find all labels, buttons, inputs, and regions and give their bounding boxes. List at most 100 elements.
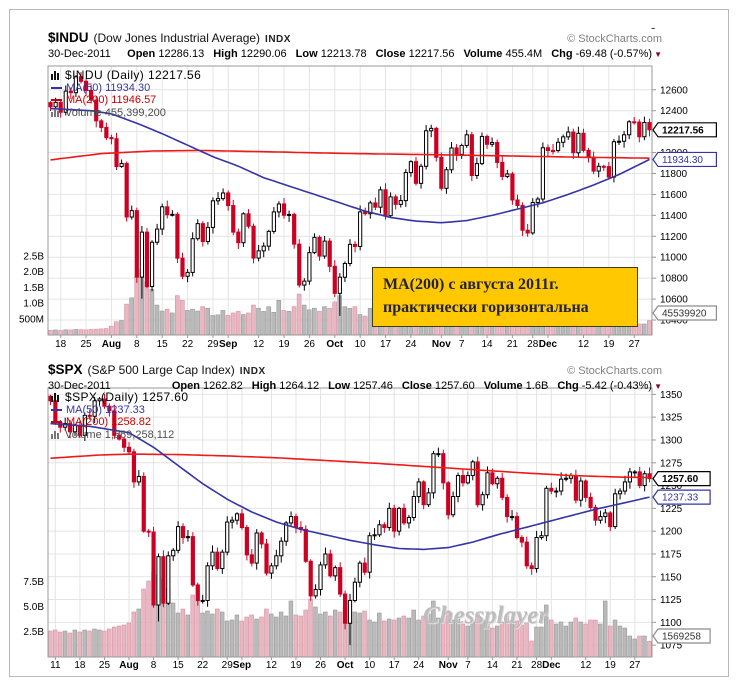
legend-ma200: MA(200) 1258.82 (66, 416, 151, 428)
legend-ma200: MA(200) 11946.57 (66, 94, 157, 106)
svg-text:Aug: Aug (102, 339, 121, 350)
chart-1[interactable]: 1075110011251150117512001225125012751300… (23, 387, 711, 671)
chg-label: Chg (551, 48, 573, 60)
svg-text:Sep: Sep (233, 660, 251, 671)
annotation-line1: МА(200) с августа 2011г. (383, 276, 559, 293)
high-value: 12290.06 (240, 48, 287, 60)
x-axis-labels: 11 18 25 Aug 8 15 22 29 Sep 12 19 26 Oct 10 17 24 Nov 7 14… (50, 657, 641, 671)
quote-date: 30-Dec-2011 (48, 380, 111, 392)
symbol-name: (Dow Jones Industrial Average) (93, 31, 261, 45)
svg-text:11: 11 (50, 660, 61, 671)
svg-text:2.5B: 2.5B (23, 251, 44, 262)
svg-text:19: 19 (605, 660, 617, 671)
svg-text:8: 8 (134, 339, 140, 350)
chart1-legend: $INDU (Daily) 12217.56 MA(50) 11934.30 M… (51, 69, 201, 119)
svg-text:Nov: Nov (439, 660, 458, 671)
svg-text:1150: 1150 (660, 572, 682, 583)
svg-text:2.5B: 2.5B (23, 627, 44, 638)
open-value: 12286.13 (158, 48, 205, 60)
svg-text:1100: 1100 (660, 618, 682, 629)
open-label: Open (127, 48, 156, 60)
svg-text:28: 28 (531, 660, 543, 671)
svg-text:17: 17 (380, 339, 392, 350)
svg-text:7: 7 (459, 339, 465, 350)
stockcharts-credit[interactable]: © StockCharts.com (567, 365, 662, 377)
svg-text:21: 21 (507, 339, 519, 350)
volume-label: Volume (483, 380, 523, 392)
svg-text:45539920: 45539920 (662, 309, 707, 320)
high-value: 1264.12 (279, 380, 320, 392)
low-label: Low (295, 48, 318, 60)
svg-text:7.5B: 7.5B (23, 577, 44, 588)
svg-text:14: 14 (481, 339, 493, 350)
ma200-swatch-icon (51, 421, 62, 424)
svg-text:17: 17 (389, 660, 401, 671)
price-callouts: 11934.30 45539920 12217.56 (652, 122, 717, 321)
svg-text:1569258: 1569258 (662, 632, 701, 643)
plot-frame (47, 65, 653, 336)
close-value: 12217.56 (408, 48, 455, 60)
svg-text:11934.30: 11934.30 (662, 155, 703, 166)
close-label: Close (375, 48, 406, 60)
change-down-icon[interactable]: ▼ (654, 50, 662, 59)
svg-text:1125: 1125 (660, 595, 682, 606)
svg-text:29: 29 (222, 660, 234, 671)
svg-text:21: 21 (511, 660, 523, 671)
svg-text:10800: 10800 (660, 274, 688, 285)
svg-text:10400: 10400 (660, 316, 688, 327)
legend-title: $INDU (Daily) 12217.56 (65, 68, 202, 82)
ma200-line (50, 149, 650, 161)
page-border (9, 9, 729, 677)
svg-text:1237.33: 1237.33 (662, 493, 699, 504)
stockcharts-credit[interactable]: © StockCharts.com (567, 33, 662, 45)
svg-text:27: 27 (629, 339, 641, 350)
svg-text:8: 8 (151, 660, 157, 671)
svg-text:18: 18 (74, 660, 86, 671)
quote-date: 30-Dec-2011 (48, 48, 111, 60)
change-down-icon[interactable]: ▼ (654, 382, 662, 391)
svg-text:1325: 1325 (660, 413, 683, 424)
chart1-quote-row: 30-Dec-2011 Open 12286.13 High 12290.06 … (48, 48, 662, 60)
low-value: 12213.78 (320, 48, 367, 60)
open-label: Open (171, 380, 200, 392)
svg-text:19: 19 (290, 660, 302, 671)
svg-text:Oct: Oct (337, 660, 354, 671)
volume-bars-icon (51, 108, 59, 117)
svg-text:10: 10 (364, 660, 376, 671)
svg-text:26: 26 (315, 660, 327, 671)
svg-text:11200: 11200 (660, 232, 688, 243)
svg-text:12217.56: 12217.56 (662, 125, 704, 136)
symbol-name: (S&P 500 Large Cap Index) (87, 363, 235, 377)
svg-text:29: 29 (207, 339, 219, 350)
svg-text:26: 26 (304, 339, 316, 350)
svg-text:1275: 1275 (660, 458, 683, 469)
svg-text:1225: 1225 (660, 504, 683, 515)
exchange-label: INDX (265, 34, 291, 45)
ma50-swatch-icon (51, 408, 62, 411)
chart2-legend: $SPX (Daily) 1257.60 MA(50) 1237.33 MA(2… (51, 391, 188, 441)
svg-text:12400: 12400 (660, 106, 688, 117)
svg-text:10600: 10600 (660, 295, 688, 306)
candlesticks (48, 393, 652, 646)
close-label: Close (401, 380, 432, 392)
svg-text:1250: 1250 (660, 481, 683, 492)
svg-text:Dec: Dec (542, 660, 561, 671)
svg-text:22: 22 (182, 339, 194, 350)
ma200-line (50, 453, 650, 479)
svg-text:2.0B: 2.0B (23, 267, 44, 278)
symbol: $INDU (48, 30, 89, 45)
chart2-header: $SPX (S&P 500 Large Cap Index) INDX © St… (48, 362, 662, 377)
svg-text:18: 18 (55, 339, 67, 350)
svg-text:1.0B: 1.0B (23, 299, 44, 310)
candlesticks (48, 72, 652, 316)
exchange-label: INDX (239, 366, 266, 377)
svg-text:1200: 1200 (660, 527, 683, 538)
svg-text:27: 27 (629, 660, 641, 671)
svg-text:1350: 1350 (660, 390, 683, 401)
svg-text:10: 10 (355, 339, 367, 350)
svg-text:19: 19 (603, 339, 615, 350)
svg-text:Oct: Oct (326, 339, 343, 350)
legend-volume: Volume 1,569,258,112 (65, 428, 175, 441)
